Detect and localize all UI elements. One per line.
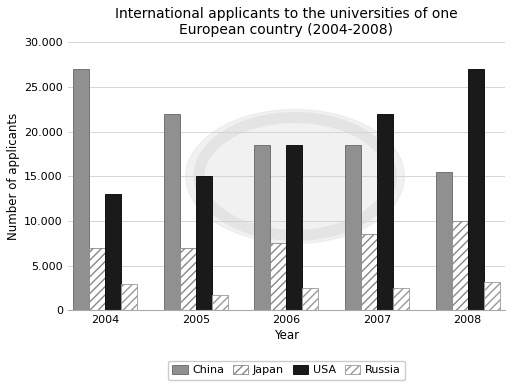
Bar xyxy=(121,284,137,310)
Bar xyxy=(105,194,121,310)
Bar xyxy=(89,248,105,310)
Bar xyxy=(452,221,468,310)
Bar xyxy=(286,145,303,310)
Bar xyxy=(484,282,500,310)
Legend: China, Japan, USA, Russia: China, Japan, USA, Russia xyxy=(167,360,405,380)
Bar xyxy=(377,114,393,310)
Bar xyxy=(345,145,361,310)
Bar xyxy=(212,295,228,310)
Bar xyxy=(468,69,484,310)
Bar xyxy=(270,243,286,310)
Circle shape xyxy=(186,109,404,243)
Y-axis label: Number of applicants: Number of applicants xyxy=(7,113,20,240)
Bar xyxy=(164,114,180,310)
Title: International applicants to the universities of one
European country (2004-2008): International applicants to the universi… xyxy=(115,7,458,37)
Bar xyxy=(303,288,318,310)
Bar xyxy=(393,288,409,310)
Bar xyxy=(254,145,270,310)
Bar xyxy=(361,234,377,310)
Bar xyxy=(436,172,452,310)
Bar xyxy=(180,248,196,310)
X-axis label: Year: Year xyxy=(274,329,299,343)
Bar xyxy=(196,177,212,310)
Bar xyxy=(73,69,89,310)
